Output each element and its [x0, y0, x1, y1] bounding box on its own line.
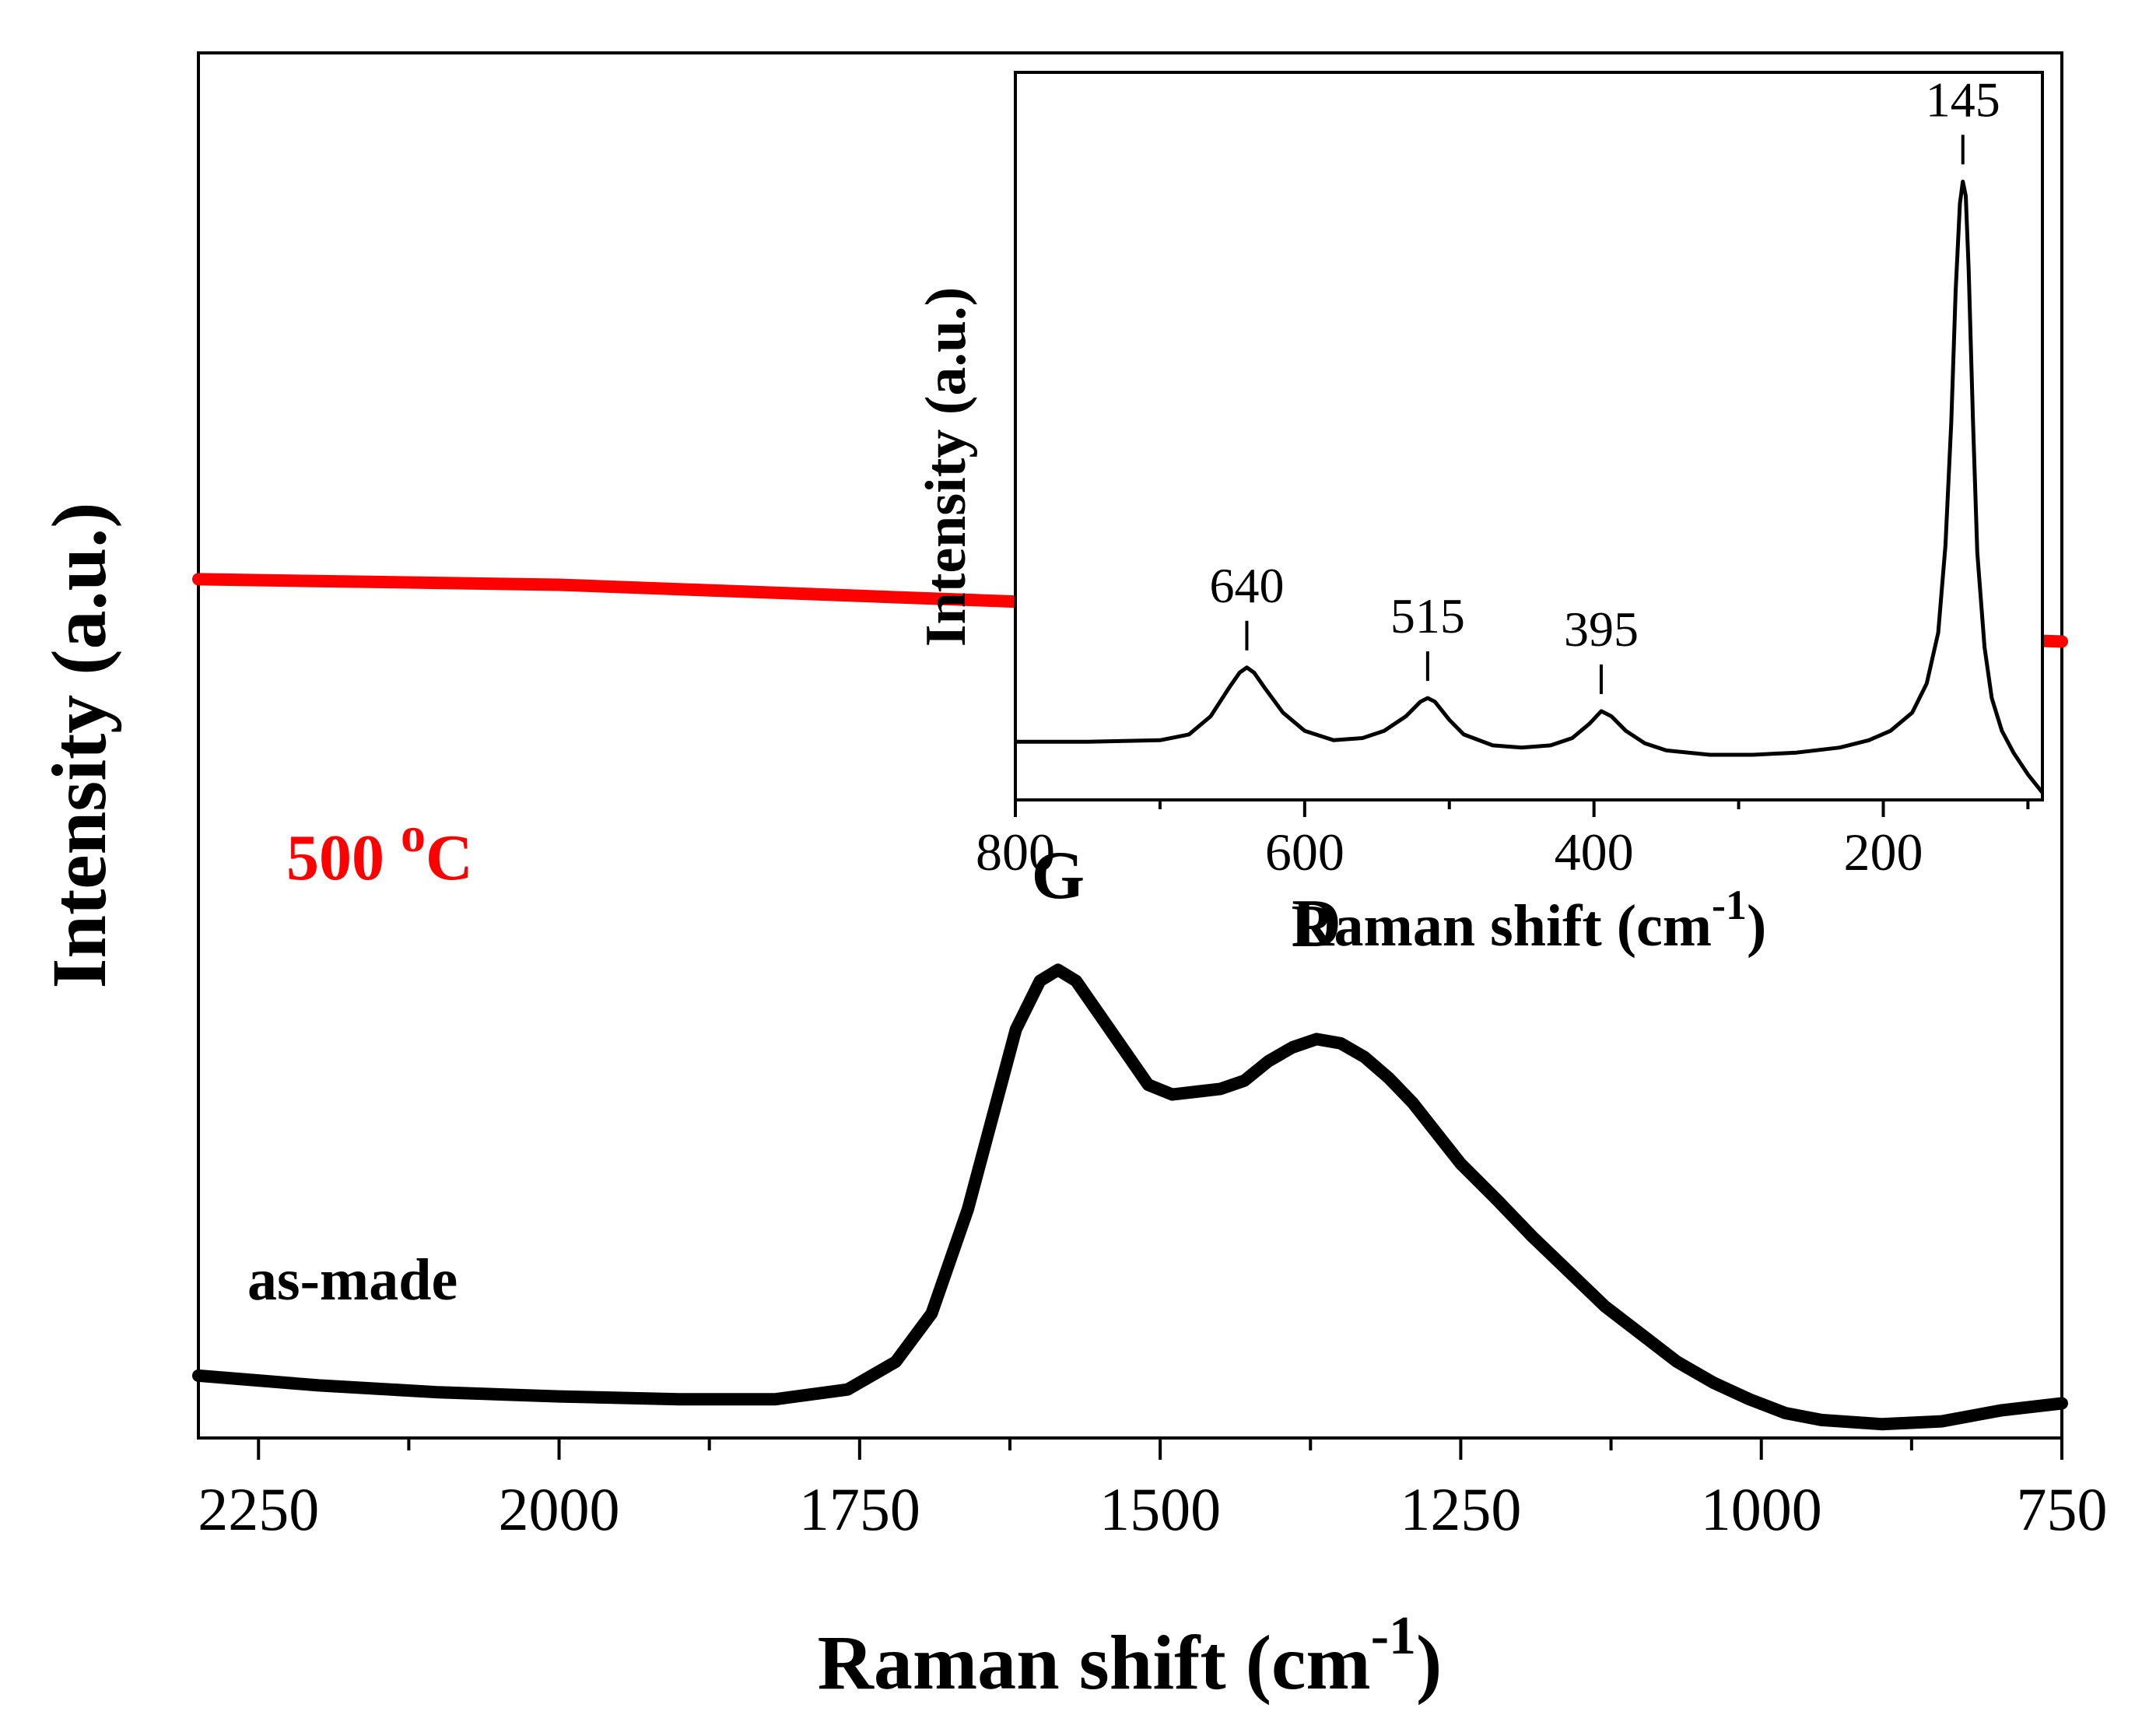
main-x-tick-label: 750 [2017, 1475, 2108, 1543]
main-x-tick-label: 2000 [499, 1475, 620, 1543]
peak-annotation-G: G [1032, 838, 1085, 914]
inset-y-axis-label: Intensity (a.u.) [914, 287, 978, 647]
inset-x-tick-label: 200 [1843, 822, 1923, 882]
series-label-as-made: as-made [247, 1247, 457, 1313]
inset-peak-label-145: 145 [1926, 72, 2000, 127]
inset-series-line-0 [1015, 179, 2044, 794]
series-label-500C-unit: C [426, 822, 473, 894]
inset-chart: 800 600 400 200 640 515 395 145 Intensity (a.u… [914, 71, 2044, 959]
main-x-ticks: 2250 2000 1750 1500 1250 1000 750 [198, 1438, 2108, 1543]
inset-peak-label-395: 395 [1564, 601, 1639, 657]
main-x-tick-label: 2250 [198, 1475, 319, 1543]
series-label-500C-degree: o [401, 807, 426, 862]
inset-series-group [1015, 179, 2044, 794]
main-x-tick-label: 1000 [1701, 1475, 1822, 1543]
inset-x-ticks: 800 600 400 200 [976, 800, 2030, 882]
main-x-tick-label: 1250 [1400, 1475, 1521, 1543]
inset-x-tick-label: 800 [976, 822, 1055, 882]
inset-x-tick-label: 600 [1265, 822, 1344, 882]
main-x-tick-label: 1500 [1099, 1475, 1221, 1543]
main-x-axis-label-close: ) [1416, 1619, 1442, 1706]
inset-x-axis-label-text: Raman shift (cm [1292, 893, 1712, 959]
main-x-axis-label-text: Raman shift (cm [818, 1619, 1371, 1706]
inset-peak-labels: 640 515 395 145 [1209, 72, 2000, 694]
inset-x-axis-label: Raman shift (cm-1) [1292, 882, 1767, 959]
main-y-axis-label: Intensity (a.u.) [36, 502, 122, 988]
inset-peak-label-640: 640 [1209, 558, 1284, 613]
main-plot-frame [197, 51, 2063, 1440]
inset-plot-frame [1014, 71, 2044, 801]
main-x-tick-label: 1750 [799, 1475, 920, 1543]
inset-x-axis-label-sup: -1 [1712, 882, 1747, 928]
inset-peak-label-515: 515 [1390, 588, 1465, 644]
peak-annotation-D: D [1292, 886, 1341, 962]
inset-x-axis-label-close: ) [1747, 893, 1766, 959]
main-series-line-1 [192, 963, 2068, 1431]
series-label-500C-value: 500 [286, 822, 401, 894]
main-x-axis-label-sup: -1 [1371, 1606, 1416, 1666]
inset-x-tick-label: 400 [1555, 822, 1634, 882]
series-label-500C: 500 oC [286, 807, 473, 894]
main-x-axis-label: Raman shift (cm-1) [818, 1606, 1443, 1706]
